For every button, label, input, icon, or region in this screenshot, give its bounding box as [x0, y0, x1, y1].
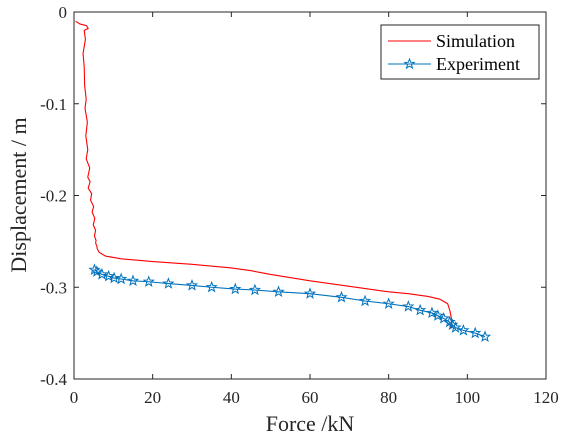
x-tick-label: 120	[533, 388, 559, 407]
x-tick-label: 80	[380, 388, 397, 407]
tick-layer: 0 20 40 60 80 100 120 -0.4 -0.3 -0.2 -0.1 0	[40, 3, 559, 407]
data-point-experiment	[425, 306, 439, 319]
data-point-experiment	[272, 285, 285, 298]
data-point-experiment	[162, 277, 175, 289]
data-point-experiment	[335, 290, 348, 303]
data-point-experiment	[414, 303, 427, 316]
legend-box	[380, 24, 540, 80]
y-tick-label: -0.4	[40, 370, 67, 389]
y-axis-title: Displacement / m	[6, 117, 31, 272]
data-point-experiment	[402, 300, 415, 312]
data-point-experiment	[382, 297, 395, 309]
data-point-experiment	[443, 315, 456, 328]
data-point-experiment	[358, 294, 372, 307]
x-tick-label: 40	[223, 388, 240, 407]
x-tick-label: 60	[302, 388, 319, 407]
legend-star-marker	[403, 57, 416, 70]
data-point-experiment	[248, 283, 262, 296]
series-line-simulation	[75, 20, 453, 329]
data-point-experiment	[90, 265, 103, 277]
x-axis-title: Force /kN	[266, 411, 355, 436]
x-tick-label: 100	[455, 388, 481, 407]
y-tick-label: -0.1	[40, 95, 67, 114]
data-point-experiment	[229, 282, 242, 295]
data-point-experiment	[107, 271, 121, 284]
data-point-experiment	[126, 274, 140, 287]
legend-label-simulation: Simulation	[436, 31, 515, 51]
data-point-experiment	[431, 309, 444, 321]
data-point-experiment	[449, 321, 462, 333]
data-point-experiment	[185, 278, 199, 291]
x-tick-label: 0	[70, 388, 79, 407]
data-point-experiment	[478, 330, 492, 342]
legend: Simulation Experiment	[380, 24, 540, 80]
data-point-experiment	[469, 326, 482, 339]
data-point-experiment	[142, 275, 155, 287]
y-tick-label: -0.2	[40, 187, 67, 206]
data-point-experiment	[205, 280, 218, 293]
x-tick-label: 20	[144, 388, 161, 407]
legend-label-experiment: Experiment	[436, 54, 520, 74]
series-layer	[75, 20, 492, 342]
legend-marker-experiment	[403, 57, 416, 70]
data-point-experiment	[102, 269, 115, 282]
data-point-experiment	[437, 312, 450, 324]
y-tick-label: -0.3	[40, 278, 67, 297]
y-tick-label: 0	[59, 3, 68, 22]
data-point-experiment	[457, 323, 470, 336]
data-point-experiment	[115, 272, 128, 285]
data-point-experiment	[95, 267, 109, 280]
data-point-experiment	[303, 287, 317, 299]
